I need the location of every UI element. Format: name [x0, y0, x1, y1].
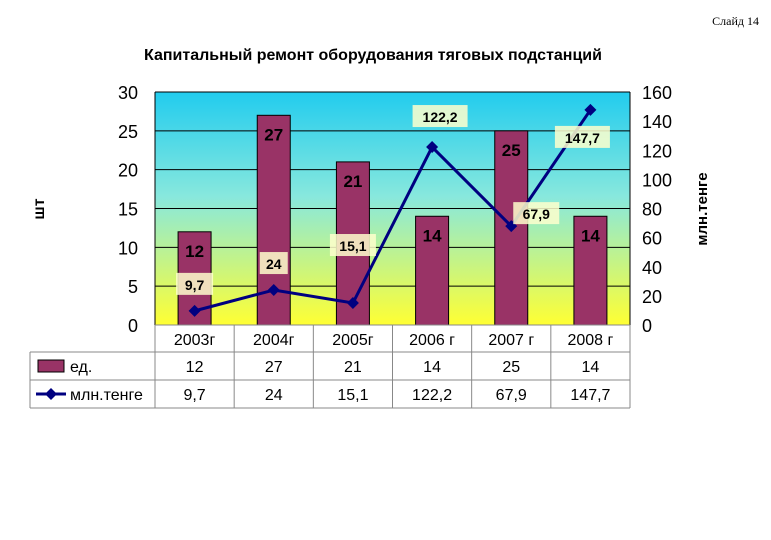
y-left-label: шт	[31, 198, 48, 219]
line-data-labels: 9,7 24 15,1 122,2 67,9 147,7	[176, 105, 610, 295]
y-left-tick-label: 5	[128, 277, 138, 297]
data-table: 2003г 12 9,7 2004г 27 24 2005г 21 15,1 2006 г 14 12…	[29, 324, 631, 409]
bar-data-label: 21	[343, 172, 362, 191]
y-left-tick-label: 30	[118, 83, 138, 103]
y-right-tick-label: 140	[642, 112, 672, 132]
table-cell: 15,1	[337, 387, 368, 404]
line-label-box	[259, 252, 288, 275]
line-label-box	[513, 202, 560, 225]
table-cell: 21	[344, 359, 362, 376]
y-left-tick-label: 15	[118, 200, 138, 220]
bar	[573, 215, 608, 326]
table-cell: 12	[186, 359, 204, 376]
bar-data-label: 14	[423, 226, 442, 245]
line-point	[426, 141, 439, 154]
y-left-tick-label: 25	[118, 122, 138, 142]
y-right-tick-label: 60	[642, 229, 662, 249]
x-tick-label: 2005г	[332, 332, 374, 349]
chart-title: Капитальный ремонт оборудования тяговых …	[144, 47, 602, 64]
slide-number: Слайд 14	[712, 14, 759, 28]
legend-label: ед.	[70, 359, 92, 376]
y-right-ticks: 0 20 40 60 80 100 120 140 160	[642, 83, 672, 336]
y-left-tick-label: 0	[128, 316, 138, 336]
table-cell: 147,7	[570, 387, 610, 404]
line-point	[584, 103, 597, 116]
line-data-label: 9,7	[185, 277, 205, 293]
bar-data-label: 25	[502, 141, 521, 160]
line-point	[267, 284, 280, 297]
line-label-box	[329, 234, 376, 257]
legend-label: млн.тенге	[70, 387, 143, 404]
line-label-box	[176, 272, 214, 295]
table-cell: 27	[265, 359, 283, 376]
line-label-box	[412, 105, 468, 128]
table-cell: 122,2	[412, 387, 452, 404]
line-data-label: 67,9	[523, 206, 550, 222]
bar-data-label: 12	[185, 242, 204, 261]
table-cell: 9,7	[183, 387, 205, 404]
table-cell: 14	[582, 359, 600, 376]
line-label-box	[554, 125, 610, 148]
table-cell: 24	[265, 387, 283, 404]
line-data-label: 147,7	[565, 130, 600, 146]
y-right-tick-label: 100	[642, 170, 672, 190]
x-tick-label: 2007 г	[488, 332, 534, 349]
x-tick-label: 2008 г	[567, 332, 613, 349]
y-left-tick-label: 20	[118, 161, 138, 181]
line-data-label: 15,1	[339, 238, 366, 254]
bar	[415, 215, 450, 326]
y-right-tick-label: 80	[642, 200, 662, 220]
x-tick-label: 2006 г	[409, 332, 455, 349]
line-data-label: 122,2	[423, 109, 458, 125]
y-right-tick-label: 40	[642, 258, 662, 278]
line-point	[188, 304, 201, 317]
y-left-tick-label: 10	[118, 238, 138, 258]
legend-key-bar	[37, 359, 65, 373]
bar-data-label: 14	[581, 226, 600, 245]
table-cell: 25	[502, 359, 520, 376]
y-right-tick-label: 20	[642, 287, 662, 307]
y-right-tick-label: 120	[642, 141, 672, 161]
bar-data-label: 27	[264, 125, 283, 144]
bar-data-labels: 12 27 21 14 25 14	[185, 125, 600, 260]
y-right-tick-label: 160	[642, 83, 672, 103]
line-point	[346, 297, 359, 310]
table-cell: 14	[423, 359, 441, 376]
line-data-label: 24	[266, 256, 282, 272]
y-right-label: млн.тенге	[694, 172, 711, 245]
x-tick-label: 2004г	[253, 332, 295, 349]
legend-key-marker	[45, 388, 57, 400]
table-cell: 67,9	[496, 387, 527, 404]
y-right-tick-label: 0	[642, 316, 652, 336]
y-left-ticks: 0 5 10 15 20 25 30	[118, 83, 138, 336]
x-tick-label: 2003г	[174, 332, 216, 349]
